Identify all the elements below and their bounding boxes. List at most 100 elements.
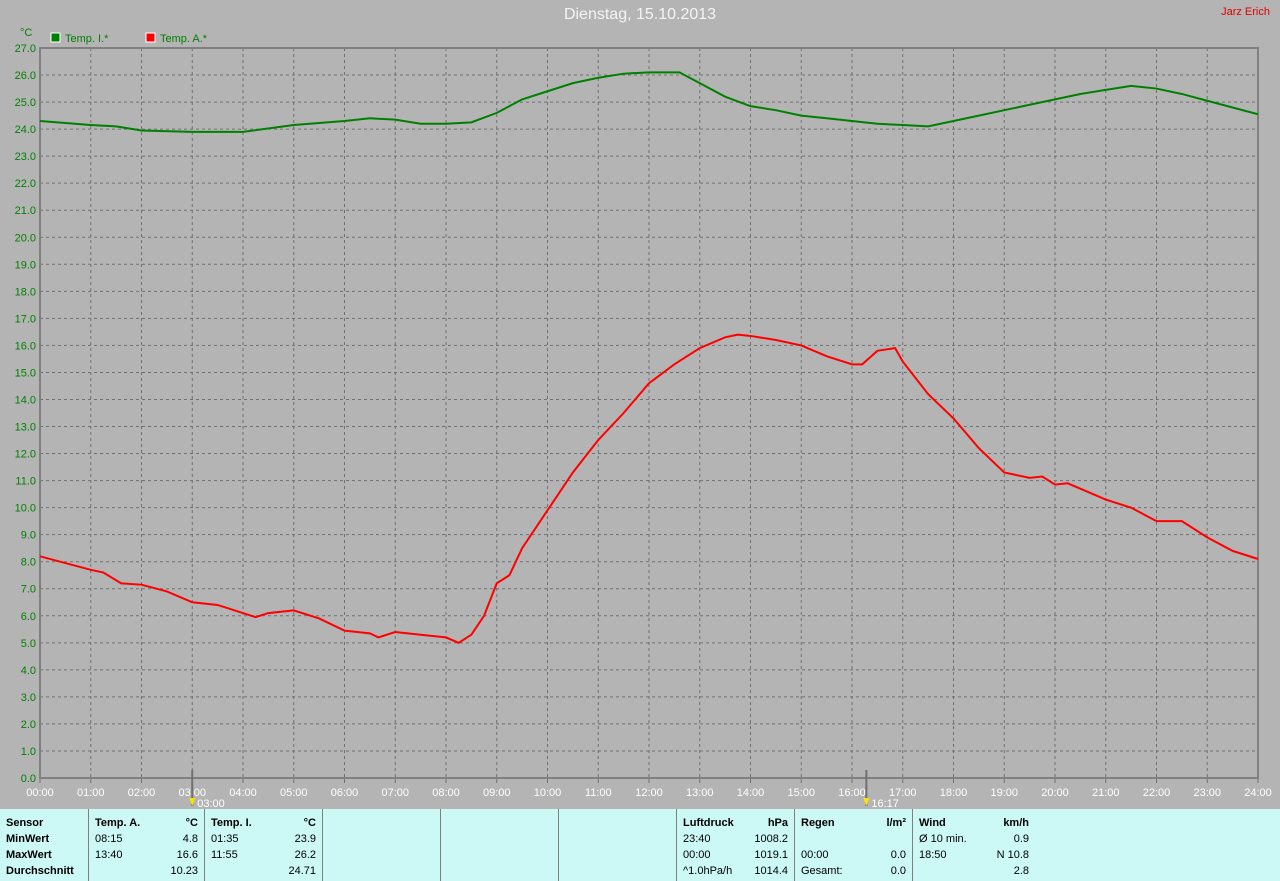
col-temp-a: Temp. A. °C 08:15 4.8 13:40 16.6 10.23 bbox=[89, 809, 205, 881]
series-line bbox=[39, 333, 1259, 644]
avg-value: 24.71 bbox=[288, 865, 316, 877]
avg-value: 0.9 bbox=[1013, 833, 1029, 845]
x-tick-label: 05:00 bbox=[280, 787, 308, 799]
avg-value: 10.23 bbox=[170, 865, 198, 877]
series-lines bbox=[39, 71, 1259, 644]
header: Temp. A. bbox=[95, 817, 141, 829]
x-tick-label: 16:00 bbox=[838, 787, 866, 799]
y-tick-label: 4.0 bbox=[21, 665, 36, 677]
x-tick-label: 19:00 bbox=[990, 787, 1018, 799]
col-sensor: Sensor MinWert MaxWert Durchschnitt bbox=[0, 809, 89, 881]
min-value: 23.9 bbox=[294, 833, 316, 845]
y-tick-label: 3.0 bbox=[21, 692, 36, 704]
label: Durchschnitt bbox=[6, 865, 74, 877]
col-empty bbox=[323, 809, 441, 881]
x-tick-label: 23:00 bbox=[1193, 787, 1221, 799]
legend-label: Temp. A.* bbox=[160, 33, 208, 45]
y-tick-label: 5.0 bbox=[21, 638, 36, 650]
y-tick-label: 17.0 bbox=[15, 313, 36, 325]
x-tick-label: 02:00 bbox=[128, 787, 156, 799]
y-tick-label: 11.0 bbox=[15, 476, 36, 488]
unit: °C bbox=[185, 817, 198, 829]
x-tick-label: 12:00 bbox=[635, 787, 663, 799]
x-tick-label: 07:00 bbox=[381, 787, 409, 799]
y-tick-label: 2.0 bbox=[21, 719, 36, 731]
y-tick-label: 20.0 bbox=[15, 232, 36, 244]
min-time: 23:40 bbox=[683, 833, 711, 845]
unit: °C bbox=[303, 817, 316, 829]
header: Regen bbox=[801, 817, 835, 829]
max-time: 00:00 bbox=[683, 849, 711, 861]
x-tick-label: 01:00 bbox=[77, 787, 105, 799]
value-3: 2.8 bbox=[1013, 865, 1029, 877]
label: Sensor bbox=[6, 817, 44, 829]
sunset-icon bbox=[863, 798, 870, 806]
y-tick-label: 19.0 bbox=[15, 259, 36, 271]
x-tick-label: 14:00 bbox=[737, 787, 765, 799]
y-tick-label: 6.0 bbox=[21, 611, 36, 623]
legend: Temp. I.* Temp. A.* bbox=[50, 32, 208, 45]
y-tick-label: 26.0 bbox=[15, 70, 36, 82]
legend-swatch bbox=[145, 32, 156, 43]
y-tick-label: 18.0 bbox=[15, 286, 36, 298]
x-tick-label: 21:00 bbox=[1092, 787, 1120, 799]
sunrise-arrow-icon bbox=[189, 798, 196, 806]
total-value: 0.0 bbox=[890, 865, 906, 877]
x-tick-label: 04:00 bbox=[229, 787, 257, 799]
avg-label: Ø 10 min. bbox=[919, 833, 967, 845]
y-tick-label: 7.0 bbox=[21, 584, 36, 596]
max-time: 13:40 bbox=[95, 849, 123, 861]
max-value: N 10.8 bbox=[996, 849, 1029, 861]
marker-label: 03:00 bbox=[197, 798, 225, 809]
y-tick-label: 22.0 bbox=[15, 178, 36, 190]
header: Temp. I. bbox=[211, 817, 252, 829]
max-value: 1019.1 bbox=[754, 849, 788, 861]
min-time: 01:35 bbox=[211, 833, 239, 845]
y-tick-label: 21.0 bbox=[15, 205, 36, 217]
y-tick-label: 0.0 bbox=[21, 773, 36, 785]
label: MaxWert bbox=[6, 849, 52, 861]
col-temp-i: Temp. I. °C 01:35 23.9 11:55 26.2 24.71 bbox=[205, 809, 323, 881]
min-value: 4.8 bbox=[182, 833, 198, 845]
total-label: Gesamt: bbox=[801, 865, 843, 877]
x-tick-label: 20:00 bbox=[1041, 787, 1069, 799]
stats-table: Sensor MinWert MaxWert Durchschnitt Temp… bbox=[0, 809, 1280, 881]
temperature-chart: °C Temp. I.* Temp. A.* 0.0 1.0 2.0 3.0 4.0 5.0… bbox=[15, 27, 1272, 809]
legend-swatch bbox=[50, 32, 61, 43]
x-tick-label: 17:00 bbox=[889, 787, 917, 799]
col-wind: Wind km/h Ø 10 min. 0.9 18:50 N 10.8 2.8 bbox=[913, 809, 1280, 881]
x-tick-label: 13:00 bbox=[686, 787, 714, 799]
unit: km/h bbox=[1003, 817, 1029, 829]
col-empty bbox=[559, 809, 677, 881]
col-luftdruck: Luftdruck hPa 23:40 1008.2 00:00 1019.1 ^1.… bbox=[677, 809, 795, 881]
max-time: 00:00 bbox=[801, 849, 829, 861]
chart-title: Dienstag, 15.10.2013 bbox=[563, 6, 717, 23]
unit: l/m² bbox=[886, 817, 906, 829]
x-tick-label: 10:00 bbox=[534, 787, 562, 799]
y-tick-label: 14.0 bbox=[15, 394, 36, 406]
unit: hPa bbox=[767, 817, 788, 829]
y-tick-label: 25.0 bbox=[15, 97, 36, 109]
y-tick-label: 13.0 bbox=[15, 422, 36, 434]
avg-value: 1014.4 bbox=[754, 865, 788, 877]
col-empty bbox=[441, 809, 559, 881]
y-tick-label: 1.0 bbox=[21, 746, 36, 758]
y-tick-label: 15.0 bbox=[15, 367, 36, 379]
header: Luftdruck bbox=[683, 817, 734, 829]
max-time: 18:50 bbox=[919, 849, 947, 861]
min-value: 1008.2 bbox=[754, 833, 788, 845]
y-unit-label: °C bbox=[20, 27, 32, 39]
trend: ^1.0hPa/h bbox=[683, 865, 733, 877]
marker-label: 16:17 bbox=[871, 798, 899, 809]
axes: 0.0 1.0 2.0 3.0 4.0 5.0 6.0 7.0 8.0 9.0 10.0 11.0 12… bbox=[15, 43, 1272, 809]
y-tick-label: 10.0 bbox=[15, 503, 36, 515]
label: MinWert bbox=[6, 833, 50, 845]
plot-frame bbox=[39, 47, 1259, 779]
y-tick-label: 16.0 bbox=[15, 340, 36, 352]
header: Wind bbox=[919, 817, 946, 829]
y-tick-label: 9.0 bbox=[21, 530, 36, 542]
x-tick-label: 06:00 bbox=[331, 787, 359, 799]
x-tick-label: 22:00 bbox=[1143, 787, 1171, 799]
x-tick-label: 09:00 bbox=[483, 787, 511, 799]
x-tick-label: 24:00 bbox=[1244, 787, 1272, 799]
